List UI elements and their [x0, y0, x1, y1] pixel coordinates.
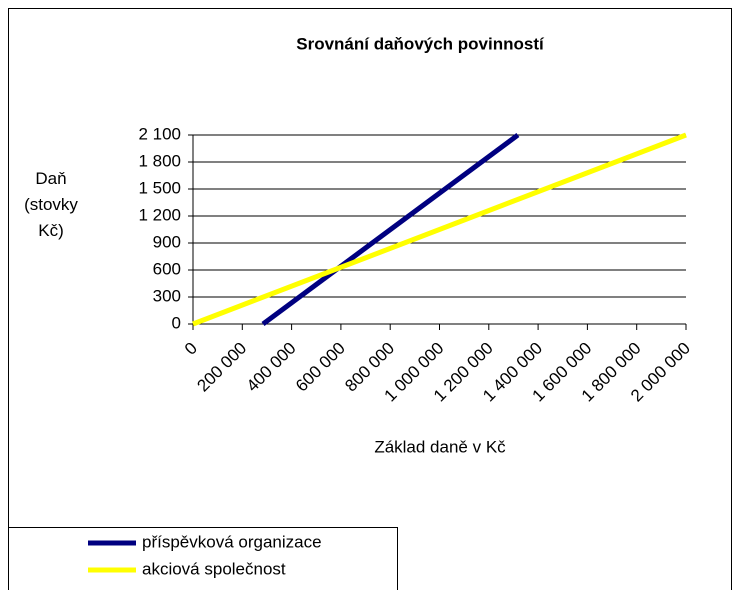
y-tick-label: 1 500	[138, 178, 181, 197]
y-axis-label: Daň (stovky Kč)	[24, 169, 78, 240]
x-axis-label: Základ daně v Kč	[374, 437, 506, 456]
legend-box	[8, 527, 398, 590]
x-tick-label: 400 000	[243, 339, 300, 396]
series-line	[261, 132, 520, 327]
x-tick-label: 0	[181, 339, 201, 359]
y-tick-label: 300	[153, 286, 181, 305]
x-tick-label: 200 000	[193, 339, 250, 396]
chart-title: Srovnání daňových povinností	[296, 34, 545, 53]
y-tick-label: 1 200	[138, 205, 181, 224]
y-tick-label: 0	[172, 313, 181, 332]
series-line	[192, 132, 687, 327]
y-tick-label: 1 800	[138, 151, 181, 170]
chart-border	[8, 8, 732, 590]
y-tick-label: 900	[153, 232, 181, 251]
legend-label: akciová společnost	[142, 559, 286, 578]
y-tick-label: 2 100	[138, 124, 181, 143]
y-tick-label: 600	[153, 259, 181, 278]
x-tick-label: 600 000	[292, 339, 349, 396]
legend-label: příspěvková organizace	[142, 532, 322, 551]
